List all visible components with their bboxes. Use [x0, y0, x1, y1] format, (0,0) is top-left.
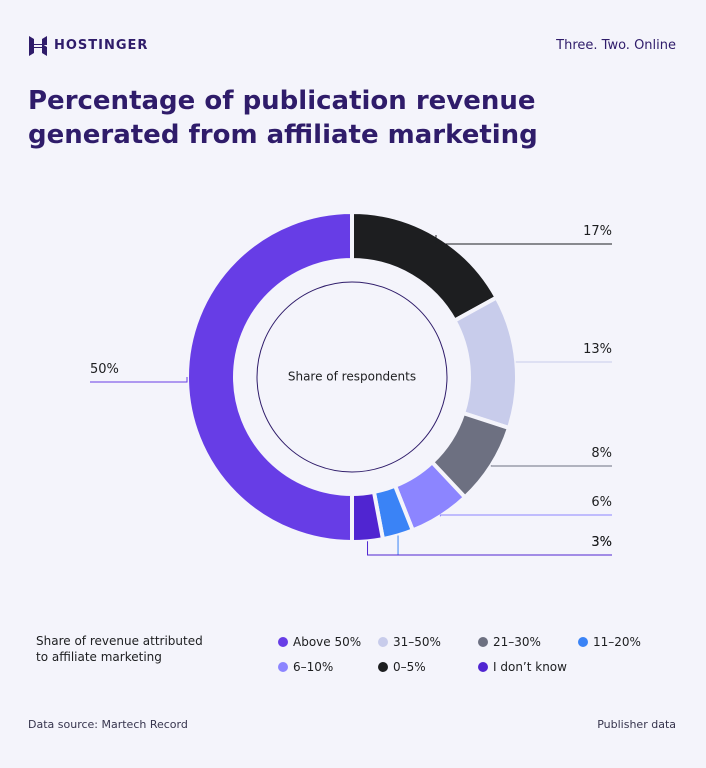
- source: Data source: Martech Record: [28, 718, 188, 731]
- donut-segment: [350, 209, 500, 324]
- leader-line: [367, 541, 612, 556]
- data-label: 3%: [591, 535, 612, 550]
- legend-swatch: [478, 662, 488, 672]
- legend-swatch: [278, 637, 288, 647]
- legend-label: I don’t know: [493, 660, 567, 674]
- center-circle: [256, 281, 448, 473]
- data-label: 3%: [591, 535, 612, 550]
- leader-line: [90, 377, 188, 383]
- logo-icon: [29, 36, 47, 56]
- leader-line: [439, 514, 612, 517]
- tagline: Three. Two. Online: [556, 38, 676, 53]
- donut-segment: [185, 209, 354, 545]
- legend-swatch: [578, 637, 588, 647]
- donut-segment: [451, 294, 519, 431]
- legend-label: 0–5%: [393, 660, 426, 674]
- data-label: 13%: [583, 342, 612, 357]
- legend-swatch: [378, 637, 388, 647]
- legend-swatch: [278, 662, 288, 672]
- legend-label: 21–30%: [493, 635, 541, 649]
- leader-line: [490, 465, 612, 467]
- footer-note: Publisher data: [597, 718, 676, 731]
- data-label: 6%: [591, 495, 612, 510]
- legend-label: 11–20%: [593, 635, 641, 649]
- legend-label: 31–50%: [393, 635, 441, 649]
- legend-label: Above 50%: [293, 635, 361, 649]
- legend-title: Share of revenue attributed to affiliate…: [36, 634, 203, 664]
- leader-line: [397, 535, 612, 556]
- legend-label: 6–10%: [293, 660, 333, 674]
- data-label: 17%: [583, 224, 612, 239]
- center-label: Share of respondents: [288, 370, 416, 384]
- chart-title: Percentage of publication revenue genera…: [28, 86, 538, 150]
- legend-swatch: [478, 637, 488, 647]
- leader-line: [435, 234, 612, 245]
- legend-swatch: [378, 662, 388, 672]
- brand: HOSTINGER: [54, 38, 149, 53]
- leader-line: [515, 361, 612, 363]
- data-label: 8%: [591, 446, 612, 461]
- data-label: 50%: [90, 362, 119, 377]
